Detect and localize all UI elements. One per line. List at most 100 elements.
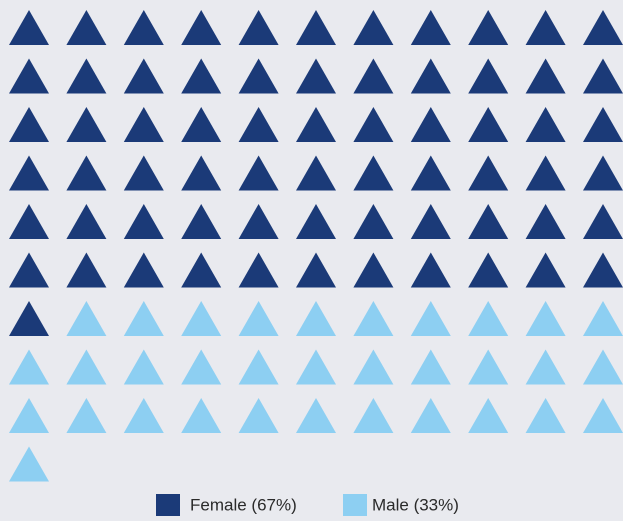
icon <box>238 252 279 288</box>
icon <box>353 107 394 142</box>
icon <box>525 252 566 288</box>
icon <box>525 155 566 191</box>
icon <box>123 349 164 385</box>
icon <box>66 107 107 142</box>
icon <box>123 155 164 191</box>
icon <box>123 252 164 288</box>
icon <box>238 107 279 142</box>
icon <box>525 204 566 239</box>
icon <box>296 301 336 336</box>
icon <box>9 58 49 94</box>
icon <box>238 204 279 239</box>
icon <box>9 204 49 239</box>
icon <box>238 58 279 94</box>
icon <box>583 107 623 142</box>
icon <box>525 301 566 336</box>
icon <box>238 10 279 45</box>
icon <box>353 301 394 336</box>
icon <box>296 252 336 288</box>
icon <box>296 58 336 94</box>
icon <box>468 107 509 142</box>
legend-label: Male (33%) <box>372 495 459 514</box>
icon <box>410 349 451 385</box>
icon <box>238 155 279 191</box>
legend-swatch <box>156 494 180 516</box>
icon <box>468 58 509 94</box>
icon <box>296 204 336 239</box>
icon <box>66 204 107 239</box>
icon <box>181 398 222 433</box>
icon <box>181 349 222 385</box>
icon <box>66 252 107 288</box>
icon <box>181 10 222 45</box>
icon <box>583 155 623 191</box>
icon <box>123 398 164 433</box>
icon <box>410 10 451 45</box>
icon <box>583 58 623 94</box>
icon <box>468 252 509 288</box>
icon <box>353 252 394 288</box>
icon <box>123 301 164 336</box>
icon <box>123 10 164 45</box>
icon <box>9 349 49 385</box>
icon <box>66 301 107 336</box>
icon <box>181 204 222 239</box>
icon <box>296 10 336 45</box>
icon <box>66 155 107 191</box>
icon <box>123 58 164 94</box>
icon <box>181 58 222 94</box>
icon <box>9 107 49 142</box>
icon <box>296 155 336 191</box>
icon <box>9 155 49 191</box>
icon <box>66 58 107 94</box>
icon <box>9 10 49 45</box>
icon <box>410 204 451 239</box>
icon <box>353 155 394 191</box>
icon <box>410 58 451 94</box>
icon <box>9 398 49 433</box>
icon <box>468 204 509 239</box>
icon <box>238 349 279 385</box>
icon <box>296 398 336 433</box>
icon <box>583 349 623 385</box>
icon <box>583 398 623 433</box>
icon <box>353 398 394 433</box>
icon <box>238 301 279 336</box>
icon <box>468 301 509 336</box>
icon <box>296 349 336 385</box>
icon <box>9 252 49 288</box>
icon <box>525 398 566 433</box>
icon <box>296 107 336 142</box>
icon <box>66 10 107 45</box>
icon <box>353 58 394 94</box>
icon <box>181 301 222 336</box>
icon <box>353 10 394 45</box>
icon <box>181 155 222 191</box>
legend-swatch <box>343 494 367 516</box>
icon <box>181 252 222 288</box>
icon <box>468 10 509 45</box>
icon <box>525 107 566 142</box>
icon <box>525 349 566 385</box>
icon <box>583 204 623 239</box>
icon <box>353 349 394 385</box>
icon <box>353 204 394 239</box>
icon <box>525 10 566 45</box>
icon <box>66 398 107 433</box>
icon <box>9 446 49 482</box>
icon <box>468 349 509 385</box>
icon <box>468 398 509 433</box>
icon <box>410 398 451 433</box>
icon <box>66 349 107 385</box>
icon <box>181 107 222 142</box>
icon <box>583 301 623 336</box>
icon <box>123 107 164 142</box>
icon <box>410 107 451 142</box>
icon <box>583 10 623 45</box>
icon <box>410 155 451 191</box>
icon <box>410 301 451 336</box>
icon <box>238 398 279 433</box>
icon <box>123 204 164 239</box>
